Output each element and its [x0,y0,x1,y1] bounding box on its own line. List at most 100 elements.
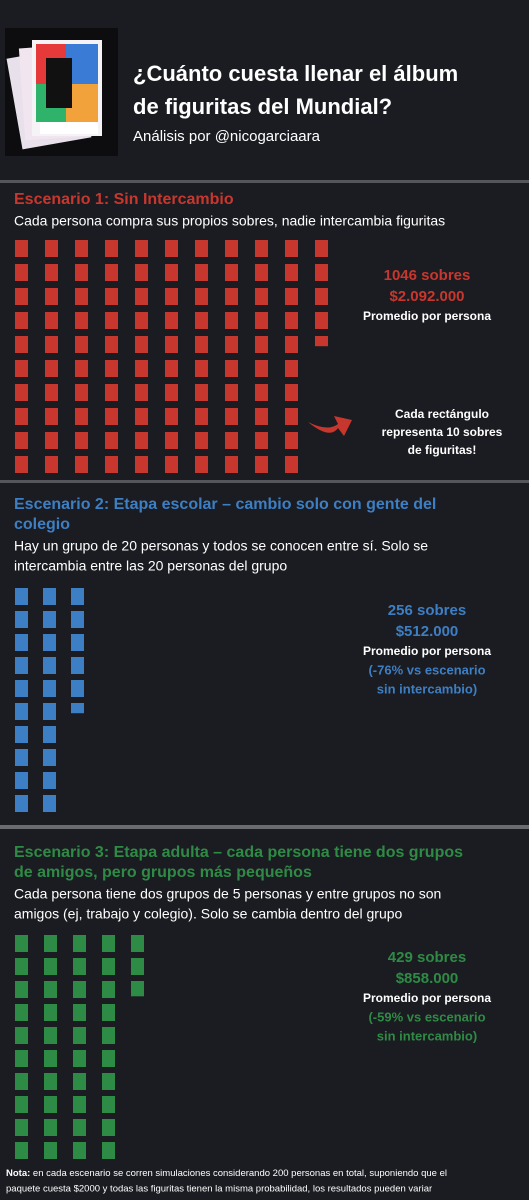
sobre-rect [73,1073,86,1090]
footer-note: Nota: en cada escenario se corren simula… [6,1168,447,1179]
rect-note: representa 10 sobres [382,425,503,439]
sobre-rect [165,312,178,329]
sobre-rect [131,958,144,975]
section-description: amigos (ej, trabajo y colegio). Solo se … [14,906,403,922]
sobre-rect [105,336,118,353]
sobre-rect [44,958,57,975]
cost-label: $512.000 [396,623,459,640]
sobre-rect [285,264,298,281]
sobre-rect [195,408,208,425]
sobre-rect [15,657,28,674]
sobre-rect [43,588,56,605]
sobre-rect [285,384,298,401]
arrow [308,416,352,436]
sobre-rect [102,1096,115,1113]
sobre-rect [45,288,58,305]
sobre-rect [15,588,28,605]
sobre-rect [73,981,86,998]
sobre-rect [315,336,328,347]
sobre-rect [45,408,58,425]
sobre-rect [165,384,178,401]
sobre-rect [44,1142,57,1159]
sobre-rect [45,360,58,377]
sobre-rect [255,360,268,377]
rect-note: de figuritas! [408,443,477,457]
average-label: Promedio por persona [363,991,491,1005]
sobre-rect [102,958,115,975]
average-label: Promedio por persona [363,644,491,658]
sobre-rect [255,288,268,305]
sobre-rect [165,456,178,473]
sobre-rect [15,981,28,998]
sobre-rect [15,726,28,743]
sobre-rect [15,1027,28,1044]
sobre-rect [43,657,56,674]
sobre-rect [15,360,28,377]
sobre-rect [225,264,238,281]
sobre-rect [73,935,86,952]
cost-label: $2.092.000 [389,288,464,305]
sobre-rect [75,360,88,377]
sobre-rect [15,958,28,975]
section-description: Cada persona tiene dos grupos de 5 perso… [14,886,441,902]
sobre-rect [105,408,118,425]
sobre-rect [75,288,88,305]
sobre-rect [15,312,28,329]
sobre-rect [102,935,115,952]
separator [0,180,529,183]
rect-note: Cada rectángulo [395,407,489,421]
sobre-rect [195,264,208,281]
sobre-rect [44,1119,57,1136]
sobre-rect [315,288,328,305]
sobre-rect [15,772,28,789]
sobre-rect [225,360,238,377]
sobre-rect [45,432,58,449]
sobre-rect [195,384,208,401]
sobre-rect [135,408,148,425]
sobre-rect [285,288,298,305]
sobres-label: 1046 sobres [384,267,471,284]
sobre-rect [195,456,208,473]
sobre-rect [73,1119,86,1136]
sobre-rect [15,634,28,651]
sobre-rect [15,795,28,812]
sobre-rect [255,312,268,329]
sobre-rect [43,634,56,651]
sobre-rect [165,360,178,377]
sobre-rect [45,384,58,401]
sobre-rect [135,432,148,449]
sobre-rect [15,336,28,353]
average-label: Promedio por persona [363,309,491,323]
sobre-rect [71,611,84,628]
sobre-rect [102,1027,115,1044]
sobre-rect [255,384,268,401]
sobre-rect [131,981,144,997]
sobre-rect [195,240,208,257]
section-title: Escenario 3: Etapa adulta – cada persona… [14,844,463,861]
sobre-rect [75,456,88,473]
sobre-rect [45,240,58,257]
sobre-rect [15,240,28,257]
sobre-rect [315,312,328,329]
sobre-rect [75,336,88,353]
sobre-rect [15,703,28,720]
cost-label: $858.000 [396,970,459,987]
sobre-rect [15,1096,28,1113]
separator [0,480,529,483]
sobre-rect [165,432,178,449]
sobre-rect [225,288,238,305]
sobre-rect [195,288,208,305]
sobre-rect [73,958,86,975]
sobre-rect [225,336,238,353]
sobre-rect [315,240,328,257]
sobre-rect [43,726,56,743]
sobre-rect [15,384,28,401]
sobre-rect [225,312,238,329]
sobre-rect [15,1004,28,1021]
sobre-rect [105,432,118,449]
sobre-rect [255,264,268,281]
sobre-rect [73,1050,86,1067]
separator [0,825,529,829]
comparison: (-76% vs escenario [368,662,485,677]
section-title: Escenario 2: Etapa escolar – cambio solo… [14,496,436,513]
